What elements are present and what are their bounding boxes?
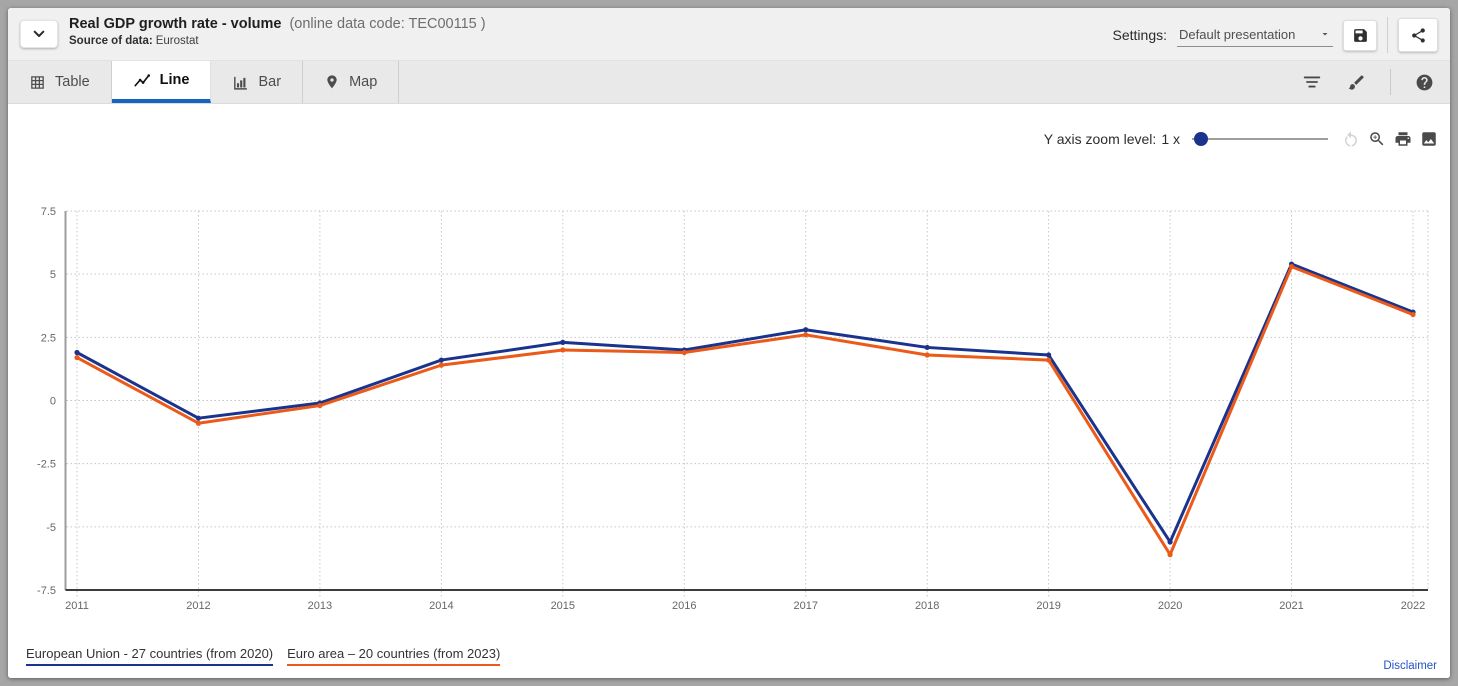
svg-text:-2.5: -2.5 [37, 459, 56, 471]
header-actions: Settings: Default presentation [1113, 17, 1438, 53]
legend-item-euro-area[interactable]: Euro area – 20 countries (from 2023) [287, 646, 501, 666]
svg-text:2011: 2011 [65, 600, 89, 612]
presentation-select-value: Default presentation [1179, 26, 1296, 42]
reset-icon [1342, 130, 1360, 148]
tab-bar[interactable]: Bar [211, 61, 304, 103]
svg-text:2015: 2015 [551, 600, 575, 612]
view-tabs: Table Line Bar Map [8, 61, 1450, 104]
svg-text:-7.5: -7.5 [37, 585, 56, 597]
svg-text:0: 0 [50, 396, 56, 408]
svg-text:7.5: 7.5 [41, 206, 56, 218]
header: Real GDP growth rate - volume (online dat… [8, 8, 1450, 61]
tab-label: Map [349, 74, 378, 90]
svg-text:2013: 2013 [308, 600, 332, 612]
line-chart[interactable]: 7.5 5 2.5 0 -2.5 -5 -7.5 2011 2012 2013 2014 2015 20… [8, 8, 1450, 678]
chevron-down-icon [31, 26, 47, 42]
source-value: Eurostat [155, 35, 199, 47]
line-chart-icon [133, 71, 151, 89]
help-icon [1415, 73, 1434, 92]
share-icon [1410, 27, 1427, 44]
chart-legend: European Union - 27 countries (from 2020… [26, 646, 501, 666]
print-button[interactable] [1394, 130, 1412, 148]
svg-text:2016: 2016 [672, 600, 696, 612]
tab-map[interactable]: Map [303, 61, 400, 103]
save-settings-button[interactable] [1343, 19, 1377, 51]
print-icon [1394, 130, 1412, 148]
collapse-button[interactable] [20, 20, 58, 48]
svg-text:2022: 2022 [1401, 600, 1425, 612]
source-label: Source of data: [69, 35, 153, 47]
svg-text:-5: -5 [46, 522, 56, 534]
paintbrush-icon [1347, 73, 1366, 92]
svg-text:2018: 2018 [915, 600, 939, 612]
svg-text:2020: 2020 [1158, 600, 1182, 612]
svg-text:2012: 2012 [186, 600, 210, 612]
svg-text:5: 5 [50, 269, 56, 281]
svg-text:2.5: 2.5 [41, 332, 56, 344]
zoom-in-button[interactable] [1368, 130, 1386, 148]
share-button[interactable] [1398, 18, 1438, 52]
eurostat-widget: Real GDP growth rate - volume (online dat… [8, 8, 1450, 678]
title-block: Real GDP growth rate - volume (online dat… [69, 16, 486, 48]
svg-text:2014: 2014 [429, 600, 453, 612]
page-title: Real GDP growth rate - volume [69, 16, 282, 32]
legend-label: European Union - 27 countries (from 2020… [26, 646, 274, 661]
tab-label: Table [55, 74, 90, 90]
style-button[interactable] [1347, 73, 1366, 92]
header-divider [1387, 17, 1388, 53]
chevron-down-icon [1319, 28, 1331, 40]
export-image-button[interactable] [1420, 130, 1438, 148]
reset-zoom-button[interactable] [1342, 130, 1360, 148]
legend-label: Euro area – 20 countries (from 2023) [287, 646, 501, 661]
tab-label: Line [159, 72, 190, 88]
tab-table[interactable]: Table [8, 61, 112, 103]
chart-area: 7.5 5 2.5 0 -2.5 -5 -7.5 2011 2012 2013 2014 2015 20… [8, 104, 1450, 678]
map-pin-icon [324, 74, 340, 90]
svg-text:2019: 2019 [1036, 600, 1060, 612]
settings-label: Settings: [1112, 27, 1167, 43]
zoom-in-icon [1368, 130, 1386, 148]
table-icon [29, 74, 46, 91]
tab-label: Bar [258, 74, 282, 90]
image-icon [1420, 130, 1438, 148]
svg-text:2021: 2021 [1279, 600, 1303, 612]
help-button[interactable] [1415, 73, 1434, 92]
tab-line[interactable]: Line [111, 61, 212, 103]
slider-knob[interactable] [1194, 132, 1208, 146]
chart-toolbar [1301, 61, 1450, 103]
floppy-icon [1352, 27, 1369, 44]
presentation-select[interactable]: Default presentation [1177, 24, 1333, 47]
dataset-code: (online data code: TEC00115 ) [289, 16, 486, 32]
disclaimer-link[interactable]: Disclaimer [1383, 660, 1437, 672]
bar-chart-icon [232, 74, 249, 91]
y-zoom-label: Y axis zoom level: [1043, 131, 1157, 147]
filter-icon [1301, 71, 1323, 93]
y-zoom-slider[interactable] [1192, 131, 1328, 147]
y-zoom-control: Y axis zoom level: 1 x [1044, 130, 1438, 148]
slider-track [1192, 138, 1328, 140]
legend-item-eu[interactable]: European Union - 27 countries (from 2020… [26, 646, 274, 666]
toolbar-divider [1390, 69, 1391, 95]
svg-text:2017: 2017 [793, 600, 817, 612]
y-zoom-value: 1 x [1161, 131, 1180, 147]
filter-button[interactable] [1301, 71, 1323, 93]
chart-actions [1342, 130, 1438, 148]
